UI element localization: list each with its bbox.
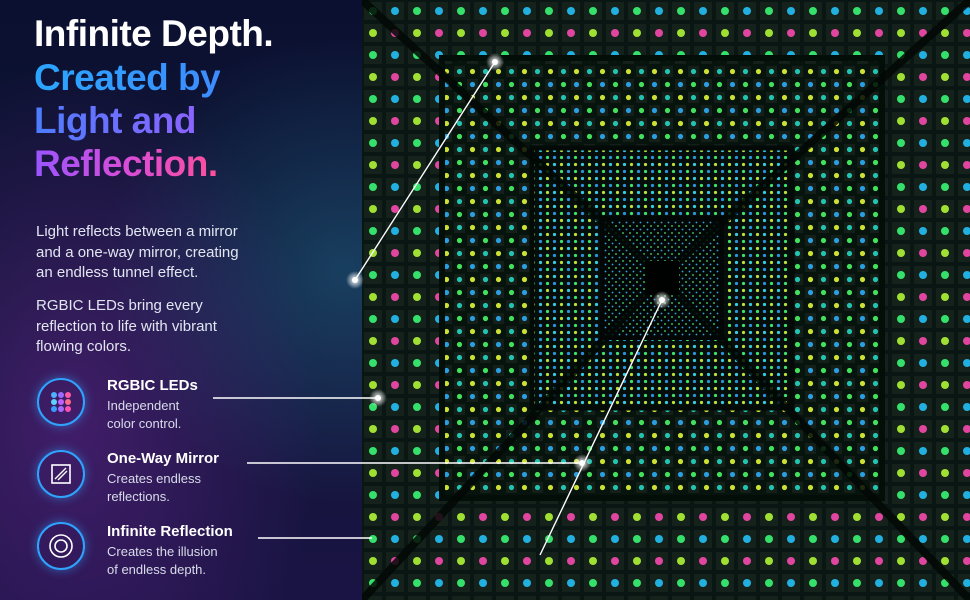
- line: and a one-way mirror, creating: [36, 243, 239, 261]
- text-panel: Infinite Depth. Created by Light and Ref…: [0, 0, 362, 600]
- line: of endless depth.: [107, 561, 207, 577]
- paragraph: Light reflects between a mirror and a on…: [36, 222, 239, 284]
- line: color control.: [107, 415, 182, 431]
- led-grid: [51, 392, 71, 412]
- feature-description: Creates the illusion of endless depth.: [107, 543, 218, 578]
- headline-accent: Created by: [34, 57, 221, 98]
- line: flowing colors.: [36, 338, 132, 355]
- vanishing-point: [645, 261, 679, 295]
- headline-accent: Light and: [34, 100, 196, 141]
- icon-leds: [37, 378, 85, 426]
- line: Creates endless: [107, 471, 201, 486]
- line: reflection to life with vibrant: [36, 317, 217, 335]
- shade: [362, 0, 970, 600]
- mirror-shine: [57, 470, 68, 481]
- icon-reflection: [37, 522, 85, 570]
- ring: [54, 539, 68, 553]
- line: Light reflects between a mirror: [36, 223, 238, 240]
- feature-description: Independent color control.: [107, 397, 181, 432]
- line: Independent: [107, 398, 180, 413]
- headline: Infinite Depth.: [34, 13, 274, 54]
- mirror-shine: [54, 467, 67, 480]
- perspective-edges: [362, 0, 970, 600]
- line: reflections.: [107, 488, 170, 504]
- line: an endless tunnel effect.: [36, 264, 199, 281]
- line: RGBIC LEDs bring every: [36, 297, 203, 314]
- paragraph: RGBIC LEDs bring every reflection to lif…: [36, 296, 217, 358]
- icon-mirror: [37, 450, 85, 498]
- feature-description: Creates endless reflections.: [107, 470, 201, 505]
- feature-title: RGBIC LEDs: [107, 377, 198, 394]
- led-tunnel-image: [362, 0, 970, 600]
- feature-title: Infinite Reflection: [107, 523, 233, 540]
- icon-graphic: [49, 534, 73, 558]
- icon-graphic: [51, 464, 71, 484]
- headline-accent: Reflection.: [34, 143, 218, 184]
- feature-title: One-Way Mirror: [107, 450, 219, 467]
- mirror-frame: [51, 464, 71, 484]
- icon-graphic: [51, 392, 71, 412]
- ring: [49, 534, 73, 558]
- line: Creates the illusion: [107, 544, 218, 559]
